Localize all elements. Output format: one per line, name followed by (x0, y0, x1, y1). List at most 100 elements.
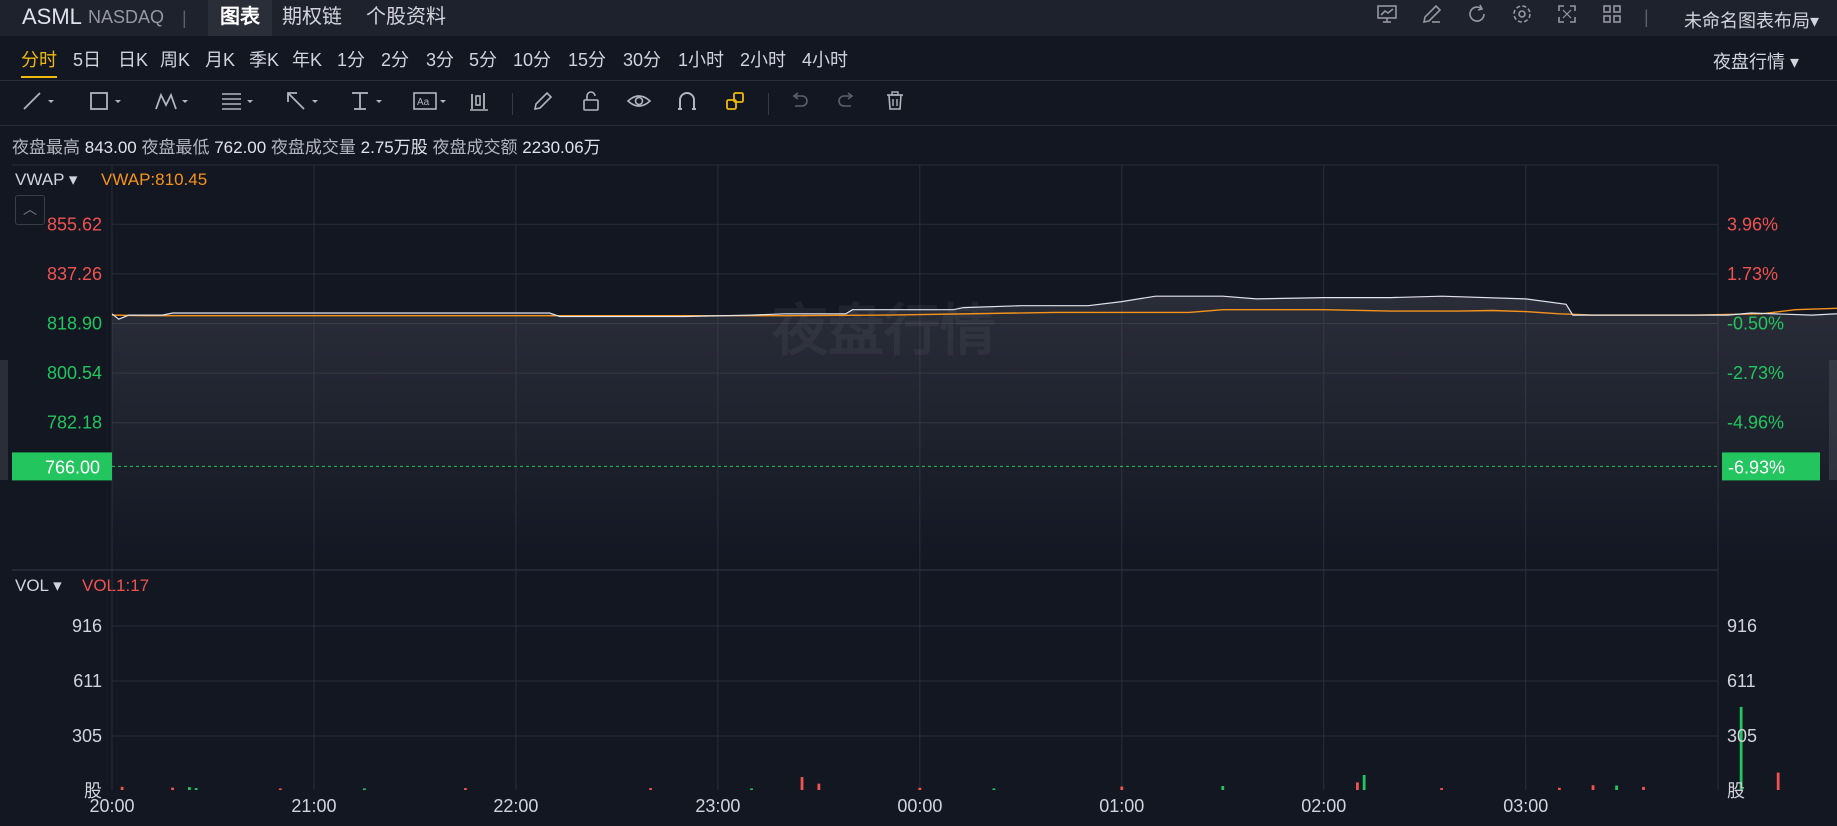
trend-line-icon[interactable] (18, 89, 58, 117)
session-stats: 夜盘最高 843.00 夜盘最低 762.00 夜盘成交量 2.75万股 夜盘成… (12, 133, 601, 158)
edit-icon[interactable] (1417, 2, 1447, 32)
volume-tick-label: 916 (72, 616, 102, 636)
tab-options-chain[interactable]: 期权链 (282, 6, 342, 28)
layout-name-dropdown[interactable]: 未命名图表布局▾ (1683, 11, 1819, 31)
trash-icon[interactable] (875, 89, 915, 117)
interval-weekly[interactable]: 周K (160, 50, 191, 70)
pct-tick-label: 3.96% (1727, 214, 1778, 234)
settings-gear-icon[interactable] (1507, 2, 1537, 32)
stat-high-value: 843.00 (84, 138, 137, 157)
x-tick-label: 21:00 (291, 796, 336, 816)
price-line (111, 295, 1837, 320)
volume-bar (750, 788, 753, 790)
volume-bar (918, 787, 922, 790)
volume-bar (363, 788, 366, 790)
volume-unit-label: 股 (1727, 781, 1745, 801)
interval-bar: 分时 5日 日K 周K 月K 季K 年K 1分 2分 3分 5分 10分 15分… (0, 36, 1837, 81)
volume-bar (1120, 786, 1124, 790)
chart-axes: 20:00 21:00 22:00 23:00 00:00 01:00 02:00 03:00… (47, 214, 1784, 816)
stat-high-label: 夜盘最高 (12, 138, 80, 157)
interval-5min[interactable]: 5分 (469, 50, 498, 70)
exchange-name: NASDAQ (88, 7, 165, 27)
interval-5day[interactable]: 5日 (73, 50, 102, 70)
volume-tick-label: 305 (1727, 726, 1757, 746)
interval-2hour[interactable]: 2小时 (740, 50, 787, 70)
pattern-icon[interactable] (152, 89, 192, 117)
tab-stock-profile[interactable]: 个股资料 (366, 6, 446, 28)
vol-indicator-value: VOL1:17 (82, 576, 150, 595)
volume-bar (817, 783, 821, 790)
vol-indicator-label[interactable]: VOL ▾ (15, 576, 62, 595)
vwap-indicator-label[interactable]: VWAP ▾ (15, 170, 78, 189)
interval-1min[interactable]: 1分 (337, 50, 366, 70)
volume-tick-label: 916 (1727, 616, 1757, 636)
price-tick-label: 837.26 (47, 264, 102, 284)
interval-10min[interactable]: 10分 (513, 50, 552, 70)
x-tick-label: 00:00 (897, 796, 942, 816)
stat-amount-label: 夜盘成交额 (432, 138, 518, 157)
volume-bar (1615, 785, 1619, 790)
pct-tick-label: 1.73% (1727, 264, 1778, 284)
price-tick-label: 782.18 (47, 413, 102, 433)
layout-grid-icon[interactable] (1597, 2, 1627, 32)
interval-3min[interactable]: 3分 (426, 50, 455, 70)
undo-icon[interactable] (779, 89, 819, 117)
vwap-line (111, 307, 1837, 317)
text-tool-icon[interactable]: Aa (410, 89, 450, 117)
volume-bar (1356, 782, 1359, 790)
interval-2min[interactable]: 2分 (381, 50, 410, 70)
left-panel-handle[interactable] (0, 360, 8, 480)
chart-markers: 766.00-6.93%842.99762.00 (12, 452, 1820, 481)
current-pct-label: -6.93% (1728, 457, 1785, 477)
interval-yearly[interactable]: 年K (292, 50, 323, 70)
price-tick-label: 800.54 (47, 363, 102, 383)
refresh-icon[interactable] (1462, 2, 1492, 32)
current-price-label: 766.00 (45, 457, 100, 477)
redo-icon[interactable] (827, 89, 867, 117)
interval-15min[interactable]: 15分 (568, 50, 607, 70)
volume-bar (1776, 772, 1780, 790)
tab-chart[interactable]: 图表 (208, 0, 272, 36)
unlock-icon[interactable] (571, 89, 611, 117)
symbol-name: ASML (22, 4, 82, 29)
rectangle-icon[interactable] (85, 89, 125, 117)
x-tick-label: 03:00 (1503, 796, 1548, 816)
right-panel-handle[interactable] (1829, 360, 1837, 480)
interval-monthly[interactable]: 月K (205, 50, 236, 70)
fibonacci-icon[interactable] (217, 89, 257, 117)
interval-30min[interactable]: 30分 (623, 50, 662, 70)
watermark: 夜盘行情 (771, 299, 996, 362)
volume-bar (800, 777, 804, 790)
collapse-button[interactable]: ︿ (15, 195, 45, 225)
volume-bar (1557, 787, 1561, 790)
pct-tick-label: -4.96% (1727, 413, 1784, 433)
monitor-chart-icon[interactable] (1372, 2, 1402, 32)
interval-1hour[interactable]: 1小时 (678, 50, 725, 70)
pct-tick-label: -0.50% (1727, 313, 1784, 333)
volume-tick-label: 611 (73, 671, 102, 691)
pen-icon[interactable] (523, 89, 563, 117)
volume-bar (1739, 706, 1743, 790)
measure-icon[interactable] (346, 89, 386, 117)
interval-4hour[interactable]: 4小时 (802, 50, 849, 70)
stat-volume-label: 夜盘成交量 (270, 138, 356, 157)
interval-daily[interactable]: 日K (118, 50, 149, 70)
fullscreen-icon[interactable] (1552, 2, 1582, 32)
stat-low-value: 762.00 (214, 138, 267, 157)
eye-icon[interactable] (619, 89, 659, 117)
session-dropdown[interactable]: 夜盘行情 ▾ (1712, 52, 1799, 72)
magnet-icon[interactable] (667, 89, 707, 117)
indicator-icon[interactable] (459, 89, 499, 117)
volume-tick-label: 305 (72, 726, 102, 746)
divider: | (1644, 7, 1649, 27)
link-sync-icon[interactable] (715, 89, 755, 117)
interval-timeshare[interactable]: 分时 (21, 46, 57, 78)
x-tick-label: 22:00 (493, 796, 538, 816)
vwap-indicator-value: VWAP:810.45 (101, 170, 208, 189)
x-tick-label: 01:00 (1099, 796, 1144, 816)
current-pct-badge (1722, 452, 1820, 481)
interval-quarterly[interactable]: 季K (249, 50, 280, 70)
arrow-icon[interactable] (282, 89, 322, 117)
drawing-toolbar: Aa (0, 81, 1837, 126)
volume-bar (120, 786, 124, 790)
